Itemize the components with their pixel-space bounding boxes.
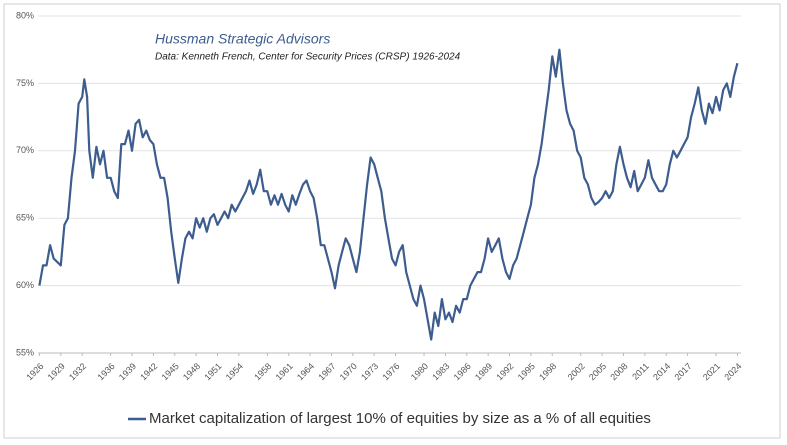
x-tick-label: 2024 xyxy=(722,361,743,382)
x-tick-label: 1936 xyxy=(96,361,117,382)
x-tick-label: 1973 xyxy=(359,361,380,382)
chart-subtitle: Data: Kenneth French, Center for Securit… xyxy=(155,52,461,63)
x-tick-label: 2021 xyxy=(701,361,722,382)
x-tick-label: 1961 xyxy=(274,361,295,382)
x-tick-label: 1945 xyxy=(160,361,181,382)
x-tick-label: 1998 xyxy=(537,361,558,382)
y-tick-label: 80% xyxy=(16,10,34,20)
x-tick-label: 1983 xyxy=(430,361,451,382)
chart-frame xyxy=(3,3,781,439)
x-tick-label: 1976 xyxy=(380,361,401,382)
x-tick-label: 2005 xyxy=(587,361,608,382)
y-tick-label: 70% xyxy=(16,145,34,155)
x-tick-label: 2014 xyxy=(651,361,672,382)
x-tick-label: 1986 xyxy=(452,361,473,382)
x-tick-label: 1958 xyxy=(252,361,273,382)
series-line xyxy=(38,48,739,341)
legend-label: Market capitalization of largest 10% of … xyxy=(149,410,651,427)
chart-title: Hussman Strategic Advisors xyxy=(155,31,330,47)
x-tick-label: 1926 xyxy=(24,361,45,382)
x-tick-label: 1980 xyxy=(409,361,430,382)
x-tick-label: 1970 xyxy=(338,361,359,382)
x-tick-label: 2002 xyxy=(566,361,587,382)
x-tick-label: 1967 xyxy=(316,361,337,382)
x-tick-label: 1992 xyxy=(494,361,515,382)
x-tick-label: 1964 xyxy=(295,361,316,382)
y-tick-label: 65% xyxy=(16,213,34,223)
y-tick-label: 75% xyxy=(16,78,34,88)
x-tick-label: 1939 xyxy=(117,361,138,382)
x-tick-label: 2008 xyxy=(608,361,629,382)
x-tick-label: 1932 xyxy=(67,361,88,382)
x-tick-label: 1942 xyxy=(138,361,159,382)
x-tick-label: 2017 xyxy=(672,361,693,382)
x-tick-label: 1948 xyxy=(181,361,202,382)
y-tick-label: 60% xyxy=(16,280,34,290)
x-tick-label: 1995 xyxy=(516,361,537,382)
y-tick-label: 55% xyxy=(16,347,34,357)
x-tick-label: 1951 xyxy=(202,361,223,382)
x-tick-label: 1954 xyxy=(224,361,245,382)
x-tick-label: 2011 xyxy=(630,361,651,382)
x-tick-label: 1929 xyxy=(46,361,67,382)
x-tick-label: 1989 xyxy=(473,361,494,382)
